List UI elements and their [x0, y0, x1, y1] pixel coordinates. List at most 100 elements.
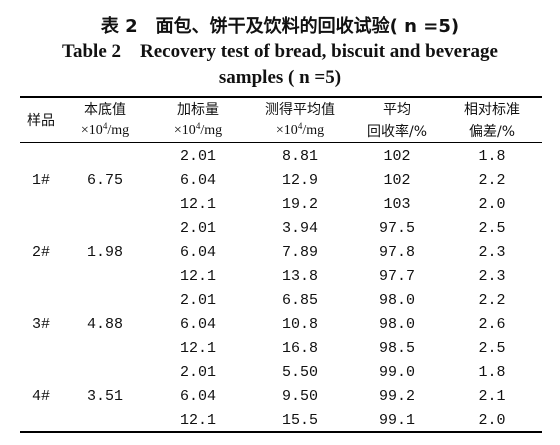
cell-sample — [20, 408, 62, 432]
table-row: 12.1 13.8 97.7 2.3 — [20, 264, 542, 288]
table-row: 3# 4.88 6.04 10.8 98.0 2.6 — [20, 312, 542, 336]
header-background-unit: ×104/mg — [80, 121, 130, 138]
cell-sample — [20, 288, 62, 312]
cell-measured: 9.50 — [281, 387, 318, 405]
header-measured: 测得平均值 — [265, 102, 335, 118]
cell-sample — [20, 360, 62, 384]
cell-rsd: 2.5 — [478, 219, 506, 237]
cell-spiked: 12.1 — [179, 267, 216, 285]
cell-recovery: 97.5 — [378, 219, 415, 237]
table-title-chinese: 表 2 面包、饼干及饮料的回收试验( n =5) — [100, 16, 460, 37]
cell-spiked: 2.01 — [179, 291, 216, 309]
cell-rsd: 1.8 — [478, 363, 506, 381]
table-title-english: Table 2 Recovery test of bread, biscuit … — [0, 39, 560, 91]
cell-rsd: 2.2 — [478, 291, 506, 309]
header-rsd: 相对标准 — [464, 102, 520, 118]
table-row: 4# 3.51 6.04 9.50 99.2 2.1 — [20, 384, 542, 408]
table-row: 12.1 16.8 98.5 2.5 — [20, 336, 542, 360]
cell-spiked: 6.04 — [179, 387, 216, 405]
table-header-rule — [20, 142, 542, 143]
cell-spiked: 2.01 — [179, 219, 216, 237]
table-row: 2.01 3.94 97.5 2.5 — [20, 216, 542, 240]
table-title-english-line2: samples ( n =5) — [218, 67, 342, 88]
cell-background — [62, 192, 148, 216]
cell-recovery: 99.1 — [378, 411, 415, 429]
cell-sample: 1# — [31, 171, 50, 189]
header-sample: 样品 — [27, 113, 55, 129]
table-row: 12.1 15.5 99.1 2.0 — [20, 408, 542, 432]
cell-background — [62, 336, 148, 360]
cell-background — [62, 142, 148, 168]
cell-background: 4.88 — [86, 315, 123, 333]
table-header: 样品 本底值 加标量 测得平均值 平均 相对标准 ×104/mg ×104/mg… — [20, 98, 542, 142]
cell-rsd: 2.0 — [478, 411, 506, 429]
cell-background — [62, 360, 148, 384]
cell-recovery: 102 — [383, 171, 411, 189]
cell-measured: 3.94 — [281, 219, 318, 237]
cell-recovery: 102 — [383, 147, 411, 165]
cell-background — [62, 408, 148, 432]
cell-spiked: 12.1 — [179, 195, 216, 213]
cell-spiked: 2.01 — [179, 363, 216, 381]
cell-sample — [20, 264, 62, 288]
cell-rsd: 2.3 — [478, 243, 506, 261]
cell-measured: 16.8 — [281, 339, 318, 357]
header-recovery-unit: 回收率/% — [366, 124, 428, 140]
cell-recovery: 98.0 — [378, 291, 415, 309]
table-row: 12.1 19.2 103 2.0 — [20, 192, 542, 216]
table-top-rule — [20, 96, 542, 98]
header-spiked-unit: ×104/mg — [173, 121, 223, 138]
cell-sample: 3# — [31, 315, 50, 333]
cell-sample — [20, 216, 62, 240]
cell-sample — [20, 142, 62, 168]
cell-background — [62, 264, 148, 288]
cell-rsd: 1.8 — [478, 147, 506, 165]
cell-spiked: 2.01 — [179, 147, 216, 165]
cell-spiked: 12.1 — [179, 411, 216, 429]
table-row: 2.01 6.85 98.0 2.2 — [20, 288, 542, 312]
cell-rsd: 2.6 — [478, 315, 506, 333]
header-background: 本底值 — [84, 102, 126, 118]
cell-measured: 10.8 — [281, 315, 318, 333]
cell-rsd: 2.1 — [478, 387, 506, 405]
cell-recovery: 98.5 — [378, 339, 415, 357]
cell-measured: 5.50 — [281, 363, 318, 381]
cell-background: 1.98 — [86, 243, 123, 261]
cell-measured: 19.2 — [281, 195, 318, 213]
cell-background: 6.75 — [86, 171, 123, 189]
table-row: 2# 1.98 6.04 7.89 97.8 2.3 — [20, 240, 542, 264]
cell-sample — [20, 192, 62, 216]
cell-rsd: 2.3 — [478, 267, 506, 285]
cell-recovery: 97.7 — [378, 267, 415, 285]
header-rsd-unit: 偏差/% — [468, 124, 516, 140]
cell-measured: 8.81 — [281, 147, 318, 165]
cell-recovery: 99.2 — [378, 387, 415, 405]
table-body: 2.01 8.81 102 1.8 1# 6.75 6.04 12.9 102 2.2 12.1 19… — [20, 142, 542, 432]
table-bottom-rule — [20, 431, 542, 433]
cell-rsd: 2.5 — [478, 339, 506, 357]
header-recovery: 平均 — [383, 102, 411, 118]
cell-measured: 12.9 — [281, 171, 318, 189]
cell-rsd: 2.2 — [478, 171, 506, 189]
cell-sample — [20, 336, 62, 360]
cell-background: 3.51 — [86, 387, 123, 405]
header-spiked: 加标量 — [177, 102, 219, 118]
cell-background — [62, 288, 148, 312]
cell-measured: 6.85 — [281, 291, 318, 309]
cell-recovery: 103 — [383, 195, 411, 213]
table-title-english-line1: Table 2 Recovery test of bread, biscuit … — [62, 41, 498, 62]
cell-rsd: 2.0 — [478, 195, 506, 213]
cell-recovery: 99.0 — [378, 363, 415, 381]
cell-recovery: 98.0 — [378, 315, 415, 333]
cell-recovery: 97.8 — [378, 243, 415, 261]
cell-spiked: 12.1 — [179, 339, 216, 357]
cell-spiked: 6.04 — [179, 315, 216, 333]
cell-measured: 15.5 — [281, 411, 318, 429]
cell-spiked: 6.04 — [179, 243, 216, 261]
cell-background — [62, 216, 148, 240]
table-row: 2.01 5.50 99.0 1.8 — [20, 360, 542, 384]
cell-spiked: 6.04 — [179, 171, 216, 189]
header-measured-unit: ×104/mg — [275, 121, 325, 138]
recovery-table: 样品 本底值 加标量 测得平均值 平均 相对标准 ×104/mg ×104/mg… — [20, 98, 542, 432]
